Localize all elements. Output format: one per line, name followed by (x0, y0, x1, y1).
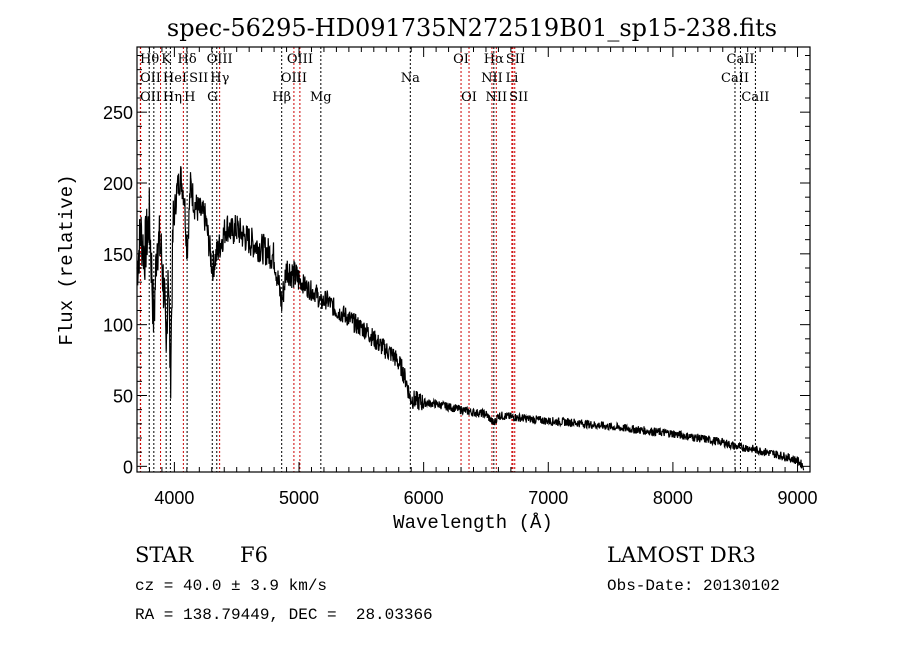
plot-frame (136, 46, 811, 473)
chart-title: spec-56295-HD091735N272519B01_sp15-238.f… (167, 14, 777, 42)
line-label: CaII (727, 52, 755, 67)
line-label: CaII (741, 90, 769, 105)
line-label: CaII (721, 71, 749, 86)
line-label: Hα (484, 52, 504, 67)
coordinates-text: RA = 138.79449, DEC = 28.03366 (135, 606, 433, 624)
line-label: NII (481, 71, 503, 86)
line-label: Mg (310, 90, 332, 105)
line-label: Li (506, 71, 519, 86)
line-label: H (184, 90, 195, 105)
obs-date: Obs-Date: 20130102 (607, 577, 780, 595)
line-label: Hδ (178, 52, 197, 67)
line-label: Hθ (140, 52, 159, 67)
spectrum-series-line (136, 166, 805, 471)
survey-name: LAMOST DR3 (607, 543, 756, 567)
x-tick-label: 8000 (653, 488, 693, 508)
y-tick-label: 100 (103, 316, 133, 336)
axis-ticks: 4000 5000 6000 7000 8000 9000 0 50 100 150 200 250 (103, 47, 818, 508)
object-class: STAR (135, 543, 194, 567)
x-tick-label: 6000 (404, 488, 444, 508)
line-label: OIII (281, 71, 307, 86)
line-label: SII (509, 90, 528, 105)
y-tick-label: 150 (103, 245, 133, 265)
line-label: Hβ (272, 90, 291, 105)
line-label: NII (486, 90, 508, 105)
y-tick-label: 50 (113, 387, 133, 407)
line-label: SII (189, 71, 208, 86)
line-label: OIII (287, 52, 313, 67)
line-label: OII (140, 71, 161, 86)
line-label: G (207, 90, 217, 105)
line-label: K (161, 52, 171, 67)
x-tick-label: 9000 (778, 488, 818, 508)
x-tick-label: 5000 (279, 488, 319, 508)
line-label: Hη (163, 90, 182, 105)
line-label: OI (453, 52, 469, 67)
x-tick-label: 4000 (154, 488, 194, 508)
x-axis-label: Wavelength (Å) (393, 512, 553, 534)
y-tick-label: 200 (103, 174, 133, 194)
line-label: OI (461, 90, 477, 105)
line-label: HeI (163, 71, 187, 86)
y-tick-label: 250 (103, 103, 133, 123)
y-tick-label: 0 (123, 457, 133, 477)
redshift-text: cz = 40.0 ± 3.9 km/s (135, 577, 327, 595)
x-tick-label: 7000 (528, 488, 568, 508)
line-label: OIII (207, 52, 233, 67)
line-label: Hγ (210, 71, 229, 86)
object-subclass: F6 (240, 543, 268, 567)
y-axis-label: Flux (relative) (56, 174, 78, 345)
line-label: SII (506, 52, 525, 67)
line-label: Na (401, 71, 420, 86)
line-label: OII (140, 90, 161, 105)
